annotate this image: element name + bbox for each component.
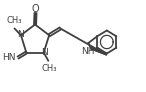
Text: N: N bbox=[41, 48, 48, 57]
Text: N: N bbox=[17, 30, 24, 39]
Text: CH₃: CH₃ bbox=[41, 64, 57, 73]
Text: O: O bbox=[32, 4, 39, 14]
Text: CH₃: CH₃ bbox=[6, 16, 22, 25]
Text: NH: NH bbox=[81, 47, 95, 55]
Text: HN: HN bbox=[2, 53, 15, 62]
